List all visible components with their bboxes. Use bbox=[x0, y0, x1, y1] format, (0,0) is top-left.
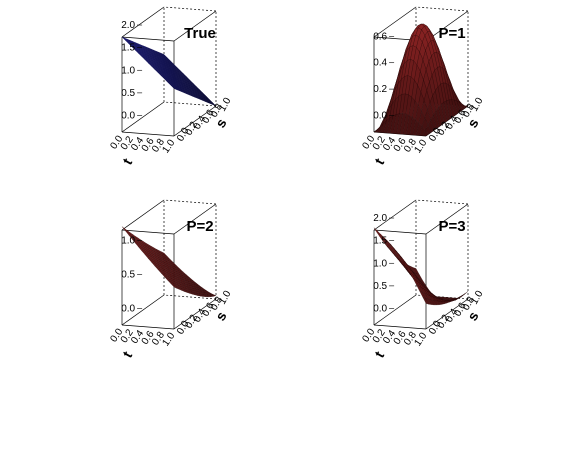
z-tick-label: 0.4 bbox=[373, 58, 387, 69]
surface bbox=[121, 226, 217, 298]
box-edge bbox=[163, 6, 217, 12]
surface-facet bbox=[422, 296, 429, 305]
surface-facet bbox=[170, 283, 177, 289]
box-edge bbox=[173, 298, 217, 330]
surface-facet bbox=[170, 85, 177, 90]
box-edge bbox=[121, 294, 165, 326]
box-edge bbox=[121, 36, 175, 42]
box-edge bbox=[373, 324, 427, 330]
box-edge bbox=[121, 131, 175, 137]
panel-title: P=2 bbox=[186, 218, 213, 235]
z-tick-label: 0.5 bbox=[121, 270, 135, 281]
box-edge bbox=[425, 298, 469, 330]
z-tick-label: 1.0 bbox=[373, 258, 387, 269]
box-edge bbox=[373, 294, 417, 326]
z-tick-label: 0.2 bbox=[373, 84, 387, 95]
box-edge bbox=[425, 203, 469, 235]
z-tick-label: 0.5 bbox=[373, 281, 387, 292]
panel-title: True bbox=[184, 25, 216, 42]
z-tick-label: 2.0 bbox=[373, 213, 387, 224]
panel-2: P=10.00.20.40.60.00.20.40.60.81.00.00.20… bbox=[360, 6, 486, 167]
surface bbox=[121, 36, 217, 107]
box-edge bbox=[163, 101, 217, 107]
box-edge bbox=[373, 199, 417, 231]
z-tick-label: 0.0 bbox=[121, 111, 135, 122]
z-tick-label: 1.0 bbox=[121, 65, 135, 76]
z-tick-label: 1.5 bbox=[373, 236, 387, 247]
box-edge bbox=[415, 199, 469, 205]
box-edge bbox=[415, 6, 469, 12]
box-edge bbox=[373, 6, 417, 38]
box-edge bbox=[173, 10, 217, 42]
box-edge bbox=[163, 294, 217, 300]
panel-3: P=20.00.51.00.00.20.40.60.81.00.00.20.40… bbox=[108, 199, 234, 360]
box-edge bbox=[121, 101, 165, 133]
box-edge bbox=[121, 229, 175, 235]
box-edge bbox=[173, 203, 217, 235]
box-edge bbox=[121, 6, 165, 38]
box-edge bbox=[373, 229, 427, 235]
z-tick-label: 2.0 bbox=[121, 20, 135, 31]
box-edge bbox=[121, 199, 165, 231]
box-edge bbox=[173, 105, 217, 137]
surface bbox=[373, 227, 469, 306]
box-edge bbox=[163, 199, 217, 205]
box-edge bbox=[121, 324, 175, 330]
surface bbox=[373, 23, 469, 137]
panel-title: P=1 bbox=[438, 25, 465, 42]
surface-facet bbox=[422, 130, 429, 137]
panel-title: P=3 bbox=[438, 218, 465, 235]
z-tick-label: 0.0 bbox=[373, 111, 387, 122]
z-tick-label: 0.0 bbox=[373, 304, 387, 315]
panel-4: P=30.00.51.01.52.00.00.20.40.60.81.00.00… bbox=[360, 199, 486, 360]
z-tick-label: 1.0 bbox=[121, 236, 135, 247]
box-edge bbox=[415, 294, 469, 300]
z-tick-label: 0.0 bbox=[121, 304, 135, 315]
z-tick-label: 0.6 bbox=[373, 31, 387, 42]
panel-1: True0.00.51.01.52.00.00.20.40.60.81.00.0… bbox=[108, 6, 234, 167]
z-tick-label: 1.5 bbox=[121, 43, 135, 54]
z-tick-label: 0.5 bbox=[121, 88, 135, 99]
